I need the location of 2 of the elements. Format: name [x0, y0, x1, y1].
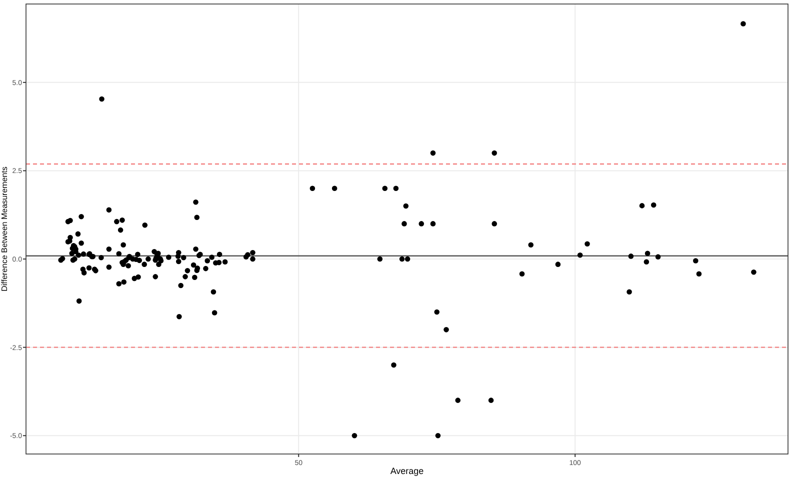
y-axis-title: Difference Between Measurements: [0, 166, 9, 292]
x-axis-title: Average: [390, 466, 424, 476]
